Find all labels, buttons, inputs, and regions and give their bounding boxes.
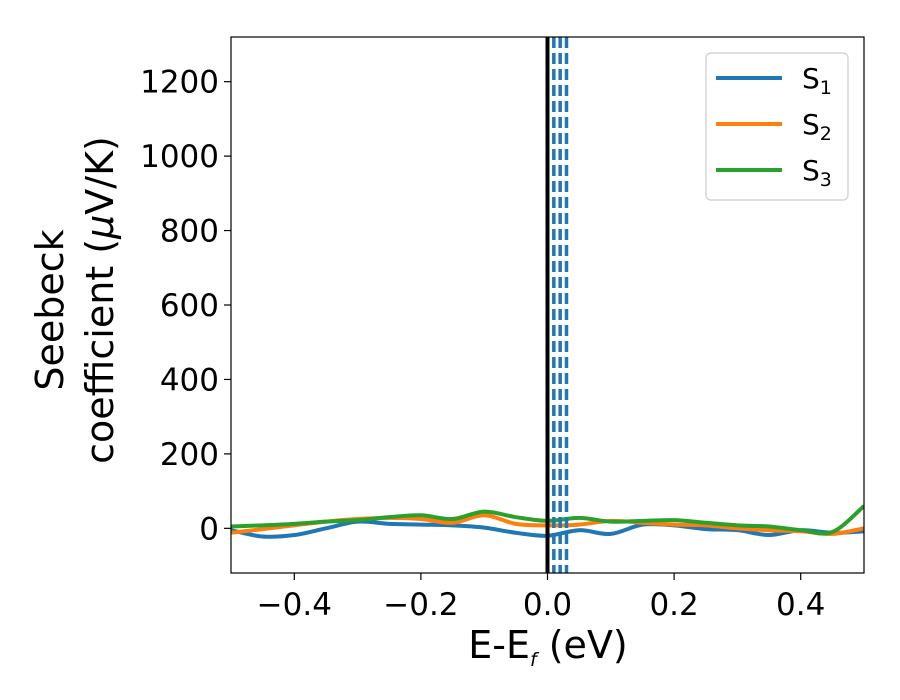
legend-label-s3: S3 — [802, 154, 832, 191]
legend-label-s1: S1 — [802, 62, 832, 99]
x-axis-label: E-Ef (eV) — [468, 623, 628, 671]
x-tick-label: 0.4 — [776, 587, 825, 623]
plot-area — [231, 37, 864, 573]
x-tick-label: 0.0 — [523, 587, 572, 623]
y-tick-label: 0 — [199, 511, 219, 547]
x-tick-label: −0.2 — [383, 587, 458, 623]
y-tick-label: 400 — [160, 362, 219, 398]
x-tick-label: −0.4 — [257, 587, 332, 623]
legend-label-s2: S2 — [802, 108, 832, 145]
y-tick-label: 1000 — [140, 139, 219, 175]
y-tick-label: 800 — [160, 214, 219, 250]
y-tick-label: 200 — [160, 437, 219, 473]
y-axis-label-line2: coefficient (μV/K) — [78, 136, 122, 464]
x-tick-label: 0.2 — [649, 587, 698, 623]
y-axis-label-line1: Seebeck — [28, 229, 72, 390]
legend: S1 S2 S3 — [705, 52, 849, 201]
y-tick-label: 1200 — [140, 65, 219, 101]
axes: −0.4 −0.2 0.0 0.2 0.4 0 200 400 600 800 1000 1200 — [140, 36, 865, 623]
y-tick-label: 600 — [160, 288, 219, 324]
legend-box — [705, 52, 849, 201]
